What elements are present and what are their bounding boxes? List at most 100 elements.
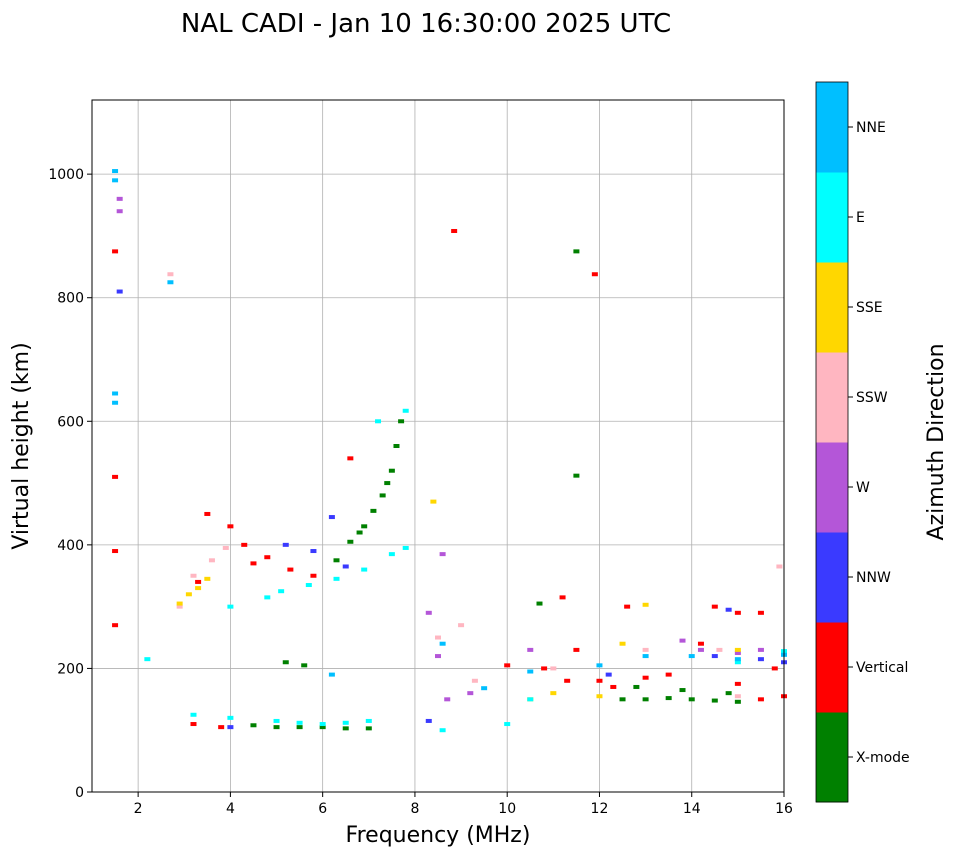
echo-point-e bbox=[439, 728, 446, 733]
echo-point-e bbox=[319, 722, 326, 727]
colorbar-swatch-sse bbox=[816, 262, 848, 353]
colorbar: X-mode Vertical NNW W SSW SSE E NNE bbox=[815, 81, 910, 803]
echo-point-vertical bbox=[204, 511, 211, 516]
echo-point-sse bbox=[550, 691, 557, 696]
echo-point-x-mode bbox=[642, 697, 649, 702]
echo-point-e bbox=[190, 712, 197, 717]
y-axis-label: Virtual height (km) bbox=[9, 342, 34, 549]
echo-point-sse bbox=[642, 602, 649, 607]
y-axis-ticks: 0 200 400 600 800 1000 bbox=[48, 167, 92, 801]
echo-point-nne bbox=[167, 280, 174, 285]
echo-point-e bbox=[402, 545, 409, 550]
echo-point-e bbox=[273, 718, 280, 723]
echo-point-x-mode bbox=[536, 601, 543, 606]
echo-point-x-mode bbox=[379, 493, 386, 498]
echo-point-x-mode bbox=[301, 663, 308, 668]
echo-point-w bbox=[435, 654, 441, 659]
echo-point-sse bbox=[176, 601, 183, 606]
echo-point-e bbox=[734, 660, 741, 665]
colorbar-swatch-vertical bbox=[816, 622, 848, 713]
echo-point-e bbox=[296, 720, 303, 725]
echo-point-vertical bbox=[771, 666, 778, 671]
echo-point-e bbox=[333, 576, 340, 581]
echo-point-e bbox=[227, 715, 234, 720]
y-tick-label: 400 bbox=[57, 538, 84, 554]
echo-point-nne bbox=[688, 654, 695, 659]
echo-point-w bbox=[697, 647, 704, 652]
echo-point-vertical bbox=[711, 604, 718, 609]
colorbar-tick-label: SSW bbox=[856, 390, 888, 406]
echo-point-nne bbox=[112, 169, 119, 174]
echo-point-e bbox=[361, 567, 368, 572]
echo-point-e bbox=[388, 552, 395, 557]
echo-point-e bbox=[504, 722, 511, 727]
echo-point-ssw bbox=[716, 647, 723, 652]
echo-point-vertical bbox=[734, 610, 741, 615]
echo-point-vertical bbox=[218, 725, 225, 730]
echo-point-x-mode bbox=[296, 725, 303, 730]
colorbar-tick-label: W bbox=[856, 480, 870, 496]
x-axis-ticks: 2 4 6 8 10 12 14 16 bbox=[134, 792, 793, 817]
echo-point-vertical bbox=[195, 579, 202, 584]
x-tick-label: 12 bbox=[591, 801, 609, 817]
echo-point-x-mode bbox=[250, 723, 257, 728]
echo-point-vertical bbox=[564, 678, 571, 683]
echo-point-sse bbox=[430, 499, 437, 504]
echo-point-vertical bbox=[241, 542, 248, 547]
echo-point-nnw bbox=[328, 515, 335, 520]
echo-point-vertical bbox=[734, 681, 741, 686]
echo-point-w bbox=[679, 638, 686, 643]
echo-point-ssw bbox=[222, 545, 229, 550]
echo-point-vertical bbox=[112, 474, 119, 479]
echo-point-x-mode bbox=[384, 481, 391, 486]
echo-point-vertical bbox=[310, 573, 317, 578]
echo-point-x-mode bbox=[573, 249, 580, 254]
echo-point-nnw bbox=[116, 289, 123, 294]
echo-point-vertical bbox=[610, 684, 617, 689]
echo-point-x-mode bbox=[347, 539, 354, 544]
echo-point-w bbox=[527, 647, 534, 652]
echo-point-vertical bbox=[227, 524, 234, 529]
x-tick-label: 2 bbox=[134, 801, 143, 817]
colorbar-swatch-e bbox=[816, 172, 848, 263]
echo-point-sse bbox=[185, 592, 192, 597]
colorbar-swatch-ssw bbox=[816, 352, 848, 443]
echo-point-vertical bbox=[112, 623, 119, 628]
grid-lines bbox=[92, 100, 785, 793]
echo-point-e bbox=[402, 408, 409, 413]
echo-point-vertical bbox=[112, 249, 119, 254]
echo-point-e bbox=[305, 583, 312, 588]
echo-point-nnw bbox=[725, 607, 732, 612]
echo-point-x-mode bbox=[342, 726, 349, 731]
echo-point-x-mode bbox=[393, 444, 400, 448]
echo-point-vertical bbox=[541, 666, 548, 671]
echo-point-vertical bbox=[347, 456, 354, 461]
echo-point-vertical bbox=[504, 663, 511, 668]
x-tick-label: 6 bbox=[318, 801, 327, 817]
echo-point-ssw bbox=[471, 678, 478, 683]
echo-point-nne bbox=[328, 672, 335, 677]
echo-point-nnw bbox=[425, 718, 432, 723]
plot-frame bbox=[91, 99, 785, 793]
echo-point-vertical bbox=[757, 610, 764, 615]
y-tick-label: 800 bbox=[57, 291, 84, 307]
echo-point-x-mode bbox=[398, 419, 405, 424]
echo-point-x-mode bbox=[361, 524, 368, 529]
colorbar-tick-label: Vertical bbox=[856, 660, 908, 676]
echo-point-x-mode bbox=[365, 726, 372, 731]
colorbar-frame bbox=[815, 81, 849, 803]
colorbar-tick-label: NNW bbox=[856, 570, 891, 586]
echo-point-nnw bbox=[711, 654, 718, 659]
y-tick-label: 1000 bbox=[48, 167, 84, 183]
echo-point-w bbox=[425, 610, 432, 615]
echo-point-ssw bbox=[176, 604, 183, 609]
x-tick-label: 10 bbox=[498, 801, 516, 817]
y-tick-label: 600 bbox=[57, 414, 84, 430]
colorbar-tick-label: X-mode bbox=[856, 750, 910, 766]
x-tick-label: 8 bbox=[410, 801, 419, 817]
echo-point-x-mode bbox=[356, 530, 363, 535]
echo-point-x-mode bbox=[573, 473, 580, 478]
y-tick-label: 200 bbox=[57, 661, 84, 677]
echo-point-e bbox=[365, 718, 372, 723]
echo-point-vertical bbox=[190, 722, 197, 727]
